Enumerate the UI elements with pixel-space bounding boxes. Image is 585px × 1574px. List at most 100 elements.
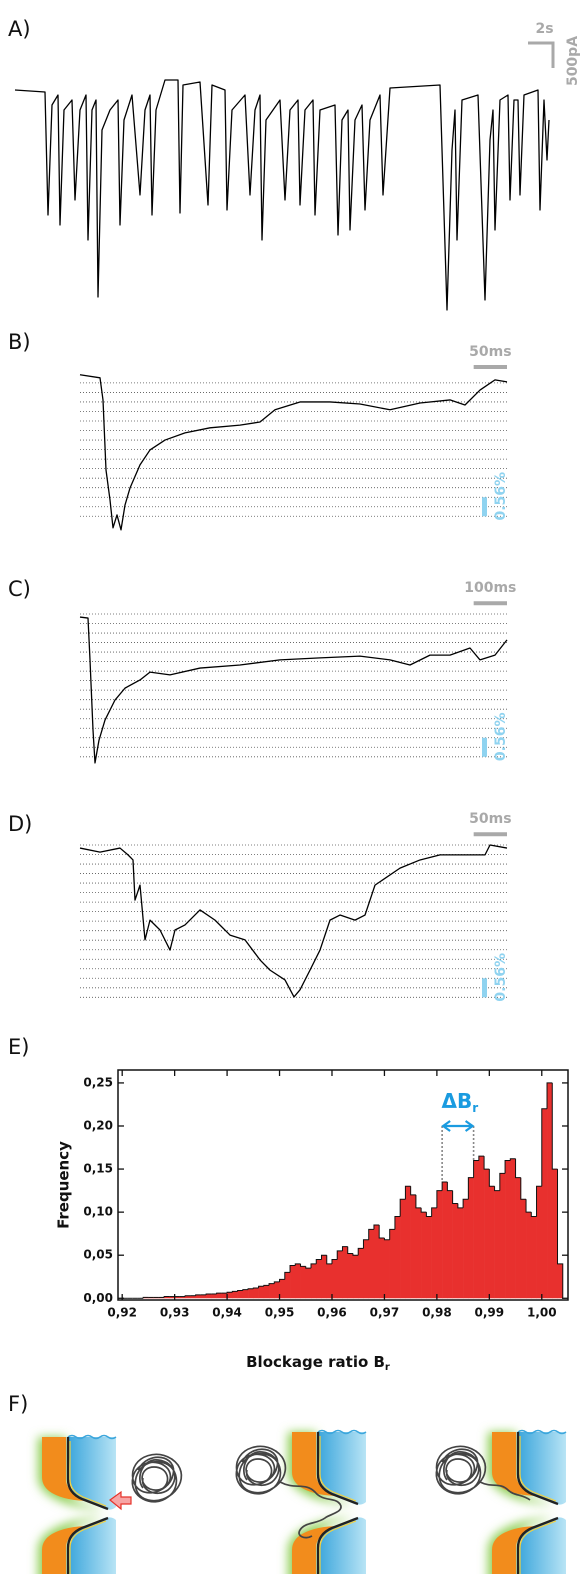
- x-tick-label: 0,92: [107, 1306, 137, 1320]
- x-axis-title: Blockage ratio Br: [246, 1353, 390, 1374]
- histogram-bar: [516, 1178, 522, 1299]
- x-axis-title-subscript: r: [385, 1362, 390, 1373]
- histogram-bar: [290, 1266, 296, 1299]
- histogram-outline: [495, 1186, 500, 1190]
- histogram-bar: [201, 1295, 207, 1298]
- histogram-bar: [259, 1286, 265, 1298]
- scale-label: 50ms: [469, 811, 511, 827]
- histogram-bar: [316, 1260, 322, 1299]
- histogram-bar: [243, 1290, 249, 1299]
- scale-bar: [528, 43, 553, 68]
- panel-label: E): [8, 1035, 29, 1059]
- histogram-bar: [458, 1208, 464, 1298]
- panel-label: B): [8, 330, 31, 354]
- histogram-bar: [206, 1294, 212, 1298]
- histogram-bar: [500, 1173, 506, 1298]
- x-tick-label: 0,94: [212, 1306, 242, 1320]
- histogram-bar: [405, 1186, 411, 1298]
- histogram-bar: [348, 1253, 354, 1298]
- histogram-bar: [217, 1293, 223, 1298]
- histogram-bar: [337, 1251, 343, 1298]
- histogram-bar: [248, 1289, 254, 1298]
- x-tick-label: 0,97: [370, 1306, 400, 1320]
- y-tick-label: 0,00: [83, 1291, 113, 1305]
- histogram-bar: [295, 1264, 301, 1298]
- x-tick-label: 0,93: [160, 1306, 190, 1320]
- histogram-bar: [285, 1272, 291, 1298]
- histogram-bar: [369, 1229, 375, 1298]
- histogram-bar: [232, 1291, 238, 1298]
- histogram-outline: [306, 1266, 311, 1268]
- histogram-outline: [416, 1195, 421, 1208]
- x-axis-title-text: Blockage ratio B: [246, 1353, 385, 1371]
- y-tick-label: 0,15: [83, 1162, 113, 1176]
- histogram-bar: [327, 1264, 333, 1298]
- histogram-bar: [379, 1238, 385, 1298]
- y-tick-label: 0,20: [83, 1118, 113, 1132]
- histogram-bar: [400, 1199, 406, 1298]
- histogram-bar: [390, 1229, 396, 1298]
- histogram-bar: [484, 1169, 490, 1298]
- x-tick-label: 0,98: [422, 1306, 452, 1320]
- scale-bar: [482, 738, 487, 757]
- annotation-subscript: r: [472, 1101, 478, 1115]
- histogram-bar: [468, 1178, 474, 1299]
- y-tick-label: 0,05: [83, 1248, 113, 1262]
- histogram-bar: [537, 1186, 543, 1298]
- histogram-outline: [426, 1212, 431, 1216]
- x-tick-label: 0,99: [475, 1306, 505, 1320]
- histogram-outline: [521, 1178, 526, 1200]
- scale-bar: [482, 978, 487, 997]
- annotation-arrow: [443, 1121, 472, 1131]
- x-tick-label: 1,00: [527, 1306, 557, 1320]
- histogram-bar: [421, 1212, 427, 1298]
- x-tick-label: 0,96: [317, 1306, 347, 1320]
- x-tick-label: 0,95: [265, 1306, 295, 1320]
- panel-label: D): [8, 812, 32, 836]
- histogram-bar: [374, 1225, 380, 1298]
- panel-f-drawing: [38, 1431, 566, 1574]
- panel-label: F): [8, 1392, 28, 1416]
- scale-label: 0.56%: [493, 713, 509, 762]
- histogram-outline: [384, 1238, 389, 1240]
- histogram-bar: [426, 1216, 432, 1298]
- annotation-text: ΔB: [442, 1089, 473, 1113]
- panel-label: C): [8, 577, 31, 601]
- scale-label: 500pA: [565, 36, 581, 86]
- histogram-bar: [510, 1159, 516, 1299]
- histogram-outline: [516, 1159, 521, 1178]
- histogram-bar: [416, 1208, 422, 1298]
- histogram-bar: [474, 1160, 480, 1298]
- trace: [15, 80, 549, 310]
- histogram-outline: [353, 1253, 358, 1255]
- histogram-bar: [227, 1292, 233, 1298]
- scale-label: 0.56%: [493, 472, 509, 521]
- histogram-bar: [384, 1240, 390, 1299]
- histogram-outline: [489, 1169, 494, 1186]
- y-tick-label: 0,25: [83, 1075, 113, 1089]
- histogram-bar: [306, 1268, 312, 1298]
- histogram-outline: [379, 1225, 384, 1238]
- histogram-bar: [280, 1279, 286, 1298]
- histogram-bar: [521, 1199, 527, 1298]
- histogram-bar: [269, 1284, 275, 1299]
- histogram-outline: [348, 1247, 353, 1254]
- histogram-bar: [301, 1266, 307, 1298]
- scale-label: 0.56%: [493, 953, 509, 1002]
- histogram-outline: [531, 1212, 536, 1216]
- histogram-bar: [495, 1191, 501, 1299]
- histogram-bar: [479, 1156, 485, 1298]
- histogram-bar: [411, 1195, 417, 1298]
- y-tick-label: 0,10: [83, 1205, 113, 1219]
- histogram-bar: [211, 1294, 217, 1298]
- histogram-bar: [552, 1169, 558, 1298]
- histogram-bar: [542, 1109, 548, 1299]
- histogram-bar: [463, 1199, 469, 1298]
- histogram-bar: [442, 1182, 448, 1298]
- histogram-bar: [321, 1255, 327, 1298]
- histogram-bar: [311, 1264, 317, 1298]
- histogram-bar: [526, 1212, 532, 1298]
- histogram-bar: [395, 1216, 401, 1298]
- histogram-bar: [196, 1295, 202, 1298]
- histogram-outline: [484, 1156, 489, 1169]
